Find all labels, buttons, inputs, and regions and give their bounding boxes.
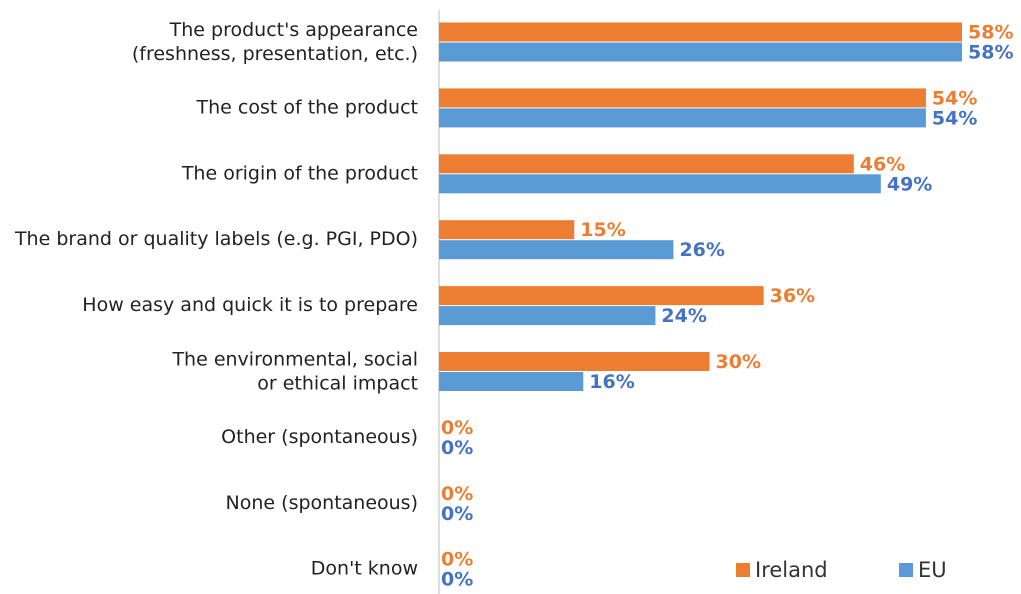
legend-label: Ireland bbox=[755, 558, 828, 582]
value-label: 30% bbox=[716, 351, 761, 373]
bar bbox=[439, 220, 575, 240]
category-label: How easy and quick it is to prepare bbox=[82, 294, 418, 316]
bar bbox=[439, 42, 962, 62]
bar bbox=[439, 352, 710, 371]
category-label: The origin of the product bbox=[181, 162, 418, 184]
category-label: The product's appearance (freshness, pres… bbox=[132, 19, 418, 65]
value-label: 0% bbox=[441, 483, 473, 505]
bar bbox=[439, 88, 926, 108]
category-label: The environmental, social or ethical impa… bbox=[171, 348, 418, 394]
bar bbox=[439, 306, 656, 326]
value-label: 26% bbox=[679, 239, 724, 261]
value-label: 24% bbox=[661, 305, 706, 327]
legend-swatch bbox=[899, 563, 913, 577]
category-label: Other (spontaneous) bbox=[221, 426, 418, 448]
value-label: 58% bbox=[968, 22, 1013, 44]
bar bbox=[439, 174, 881, 194]
bar bbox=[439, 372, 584, 391]
value-label: 16% bbox=[589, 371, 634, 393]
value-label: 54% bbox=[932, 107, 977, 129]
value-label: 0% bbox=[441, 437, 473, 459]
legend-swatch bbox=[736, 563, 750, 577]
value-label: 49% bbox=[887, 173, 932, 195]
value-label: 15% bbox=[580, 219, 625, 241]
value-label: 58% bbox=[968, 42, 1013, 64]
value-label: 0% bbox=[441, 569, 473, 591]
category-label: The cost of the product bbox=[196, 96, 419, 118]
value-label: 0% bbox=[441, 503, 473, 525]
value-label: 36% bbox=[770, 285, 815, 307]
category-label: Don't know bbox=[311, 558, 418, 580]
value-label: 46% bbox=[860, 153, 905, 175]
legend-label: EU bbox=[918, 558, 947, 582]
value-label: 0% bbox=[441, 417, 473, 439]
category-label: None (spontaneous) bbox=[226, 492, 418, 514]
bar bbox=[439, 154, 854, 174]
bar bbox=[439, 22, 962, 42]
bar bbox=[439, 286, 764, 306]
value-label: 0% bbox=[441, 549, 473, 571]
category-label: The brand or quality labels (e.g. PGI, P… bbox=[14, 228, 418, 250]
bar bbox=[439, 108, 926, 128]
bar bbox=[439, 240, 674, 260]
value-label: 54% bbox=[932, 87, 977, 109]
